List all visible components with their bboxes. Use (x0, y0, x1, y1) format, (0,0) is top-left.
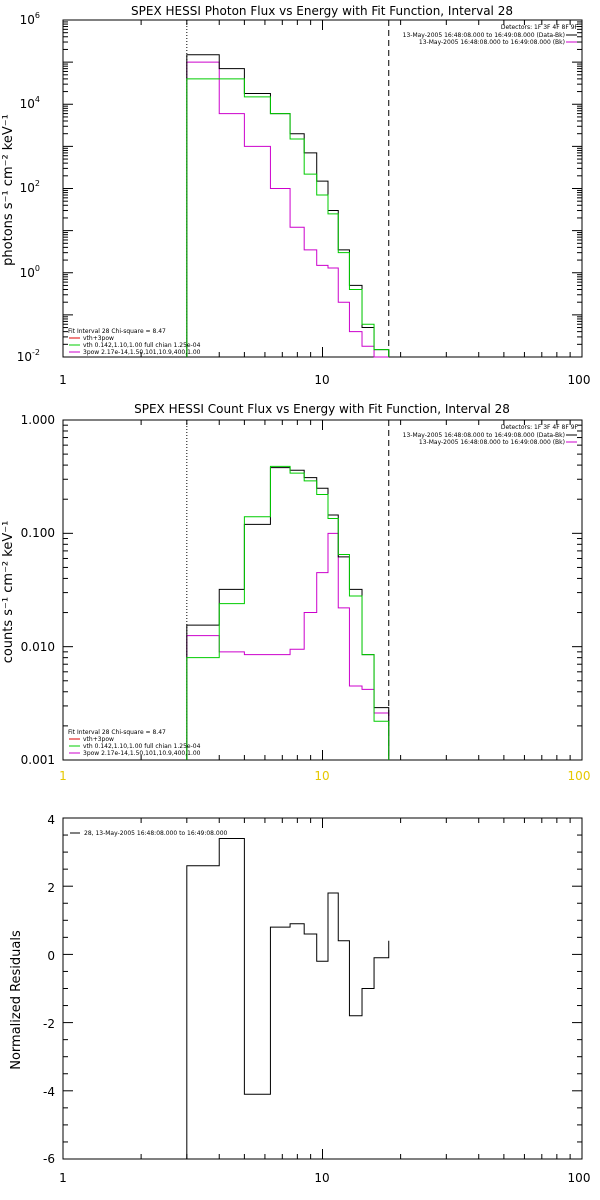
x-tick-label: 10 (314, 373, 329, 387)
y-tick-label: 0.010 (21, 640, 55, 654)
y-axis-label: counts s⁻¹ cm⁻² keV⁻¹ (1, 521, 16, 664)
series-group (186, 465, 390, 760)
chart-title: SPEX HESSI Count Flux vs Energy with Fit… (134, 402, 510, 416)
series-group (186, 54, 390, 358)
chart-title: SPEX HESSI Photon Flux vs Energy with Fi… (131, 4, 513, 18)
x-tick-label: 100 (568, 373, 591, 387)
y-tick-label: -4 (43, 1085, 55, 1099)
y-tick-label: 106 (20, 11, 40, 27)
legend-entry-bk: 13-May-2005 16:48:08.000 to 16:49:08.000… (419, 39, 565, 46)
y-tick-labels: 106 104 102 100 10-2 (17, 11, 40, 364)
y-axis-label: photons s⁻¹ cm⁻² keV⁻¹ (1, 114, 16, 266)
series-line-2 (186, 78, 390, 357)
y-tick-label: 2 (47, 881, 55, 895)
legend-entry-data: 13-May-2005 16:48:08.000 to 16:49:08.000… (403, 32, 565, 39)
legend-top: Detectors: 1F 3F 4F 8F 9F 13-May-2005 16… (403, 424, 579, 446)
y-tick-label: 104 (20, 95, 40, 111)
legend: 28, 13-May-2005 16:48:08.000 to 16:49:08… (70, 830, 228, 837)
y-tick-label: 1.000 (21, 413, 55, 427)
y-tick-label: 100 (20, 264, 40, 280)
legend-model: vth+3pow (83, 335, 114, 342)
series-line-0 (186, 837, 390, 1159)
x-tick-label: 10 (314, 769, 329, 783)
y-tick-label: 0.001 (21, 753, 55, 767)
y-tick-label: 102 (20, 179, 40, 195)
x-tick-label: 1 (59, 373, 67, 387)
axis-ticks (62, 20, 582, 358)
x-tick-label: 100 (568, 769, 591, 783)
panel-photon-flux: SPEX HESSI Photon Flux vs Energy with Fi… (1, 4, 590, 387)
legend-entry: 28, 13-May-2005 16:48:08.000 to 16:49:08… (84, 830, 228, 837)
legend-fit-interval: Fit Interval 28 Chi-square = 8.47 (68, 729, 166, 736)
legend-bottom: Fit Interval 28 Chi-square = 8.47 vth+3p… (68, 729, 201, 757)
legend-fit-interval: Fit Interval 28 Chi-square = 8.47 (68, 328, 166, 335)
y-axis-label: Normalized Residuals (9, 930, 24, 1070)
legend-3pow: 3pow 2.17e-14,1.50,101,10.9,400,1.00 (83, 349, 201, 356)
series-line-1 (186, 61, 389, 358)
plot-frame (62, 419, 583, 761)
series-group (186, 837, 390, 1159)
series-line-0 (186, 467, 390, 760)
legend-detectors: Detectors: 1F 3F 4F 8F 9F (501, 24, 579, 31)
series-line-1 (186, 532, 390, 760)
legend-3pow: 3pow 2.17e-14,1.50,101,10.9,400,1.00 (83, 750, 201, 757)
legend-vth: vth 0.142,1.10,1.00 full chian 1.25e-04 (83, 342, 201, 349)
y-tick-label: 10-2 (17, 348, 40, 364)
axis-ticks (62, 420, 582, 761)
legend-bottom: Fit Interval 28 Chi-square = 8.47 vth+3p… (68, 328, 201, 356)
series-line-2 (186, 465, 390, 760)
x-tick-label: 10 (314, 1171, 329, 1185)
fit-range-lines (186, 420, 390, 760)
legend-top: Detectors: 1F 3F 4F 8F 9F 13-May-2005 16… (403, 24, 579, 46)
legend-model: vth+3pow (83, 736, 114, 743)
y-tick-label: 0 (47, 949, 55, 963)
legend-entry-data: 13-May-2005 16:48:08.000 to 16:49:08.000… (403, 432, 565, 439)
y-tick-label: 0.100 (21, 526, 55, 540)
legend-detectors: Detectors: 1F 3F 4F 8F 9F (501, 424, 579, 431)
plot-frame (62, 19, 583, 358)
axis-ticks (62, 817, 582, 1160)
legend-entry-bk: 13-May-2005 16:48:08.000 to 16:49:08.000… (419, 439, 565, 446)
x-tick-label: 1 (59, 1171, 67, 1185)
series-line-0 (186, 54, 390, 357)
x-tick-label: 100 (568, 1171, 591, 1185)
y-tick-label: 4 (47, 813, 55, 827)
legend-vth: vth 0.142,1.10,1.00 full chian 1.25e-04 (83, 743, 201, 750)
panel-count-flux: SPEX HESSI Count Flux vs Energy with Fit… (1, 402, 590, 783)
panel-residuals: Normalized Residuals 4 2 0 -2 -4 -6 1 10… (9, 813, 590, 1185)
y-tick-label: -6 (43, 1152, 55, 1166)
x-tick-label: 1 (59, 769, 67, 783)
y-tick-label: -2 (43, 1017, 55, 1031)
plot-frame (62, 817, 583, 1160)
